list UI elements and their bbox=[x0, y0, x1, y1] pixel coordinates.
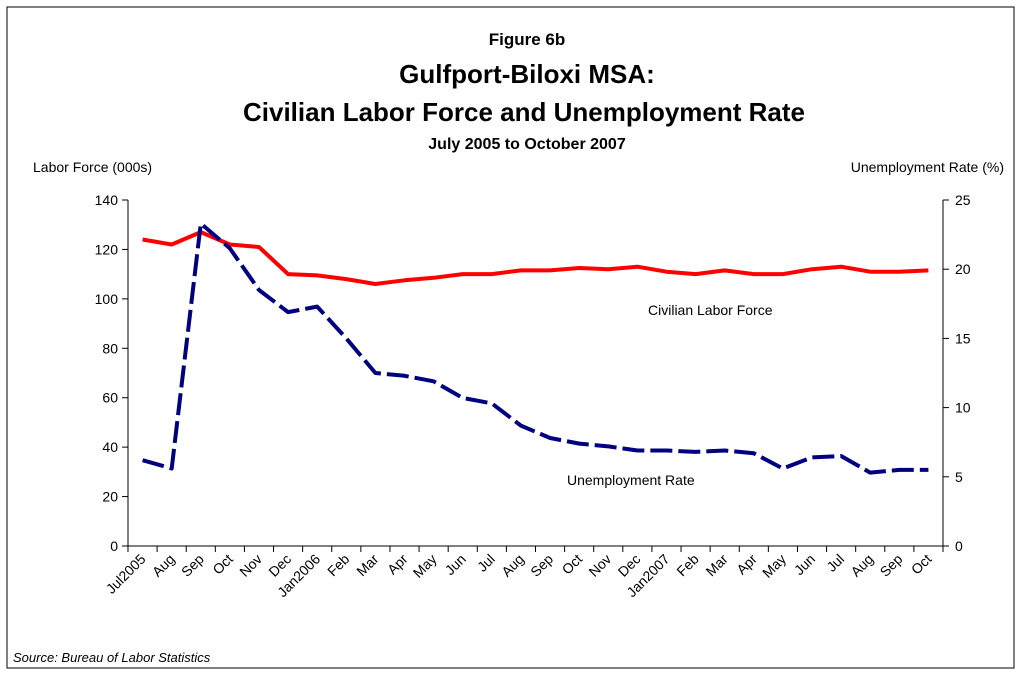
y2-tick-label: 0 bbox=[955, 538, 963, 554]
chart-title: Civilian Labor Force and Unemployment Ra… bbox=[243, 97, 805, 127]
y-tick-label: 120 bbox=[95, 241, 119, 257]
y-tick-label: 40 bbox=[102, 439, 118, 455]
y-tick-label: 100 bbox=[95, 291, 119, 307]
y2-axis-label: Unemployment Rate (%) bbox=[851, 159, 1004, 175]
y2-tick-label: 15 bbox=[955, 330, 971, 346]
y-tick-label: 60 bbox=[102, 390, 118, 406]
series-annotation: Unemployment Rate bbox=[567, 472, 695, 488]
data-line bbox=[142, 221, 929, 475]
y-tick-label: 20 bbox=[102, 489, 118, 505]
frame bbox=[6, 6, 1015, 669]
data-line bbox=[142, 230, 929, 286]
y-tick-label: 80 bbox=[102, 340, 118, 356]
series-annotation: Civilian Labor Force bbox=[648, 302, 773, 318]
chart-title: Gulfport-Biloxi MSA: bbox=[399, 59, 655, 89]
y-tick-label: 0 bbox=[110, 538, 118, 554]
y2-tick-label: 5 bbox=[955, 469, 963, 485]
y2-tick-label: 10 bbox=[955, 400, 971, 416]
y-tick-label: 140 bbox=[95, 192, 119, 208]
y2-tick-label: 25 bbox=[955, 192, 971, 208]
y-axis-label: Labor Force (000s) bbox=[33, 159, 152, 175]
figure-label: Figure 6b bbox=[489, 30, 566, 49]
source-note: Source: Bureau of Labor Statistics bbox=[13, 650, 211, 665]
chart-subtitle: July 2005 to October 2007 bbox=[428, 136, 626, 153]
y2-tick-label: 20 bbox=[955, 261, 971, 277]
